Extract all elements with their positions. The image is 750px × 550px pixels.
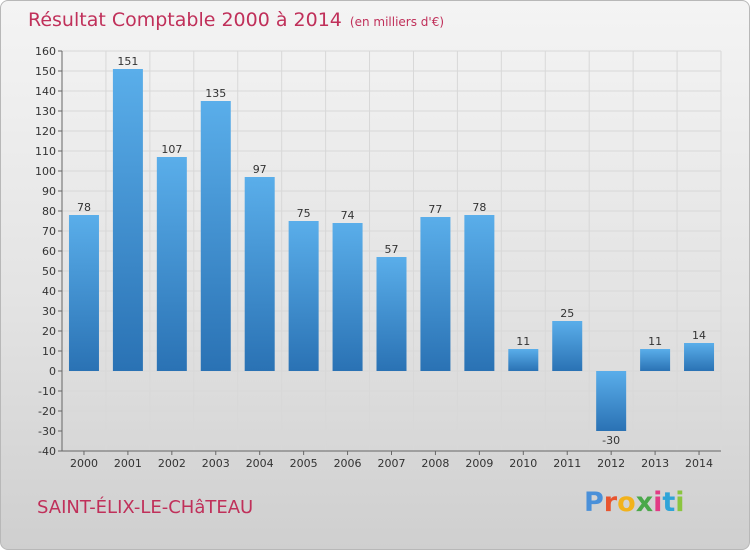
axes: -40 -30 -20 -10 0 10 20 30 40 50 60 70 80 90 100 110 120… bbox=[35, 45, 721, 470]
y-tick-label: 120 bbox=[35, 125, 56, 138]
bar-2005[interactable] bbox=[288, 221, 319, 371]
x-tick-label: 2006 bbox=[334, 457, 362, 470]
x-tick-label: 2008 bbox=[421, 457, 449, 470]
bar-2014[interactable] bbox=[684, 343, 715, 371]
logo-letter: t bbox=[662, 487, 676, 518]
y-tick-label: 150 bbox=[35, 65, 56, 78]
value-label: 11 bbox=[516, 335, 530, 348]
y-tick-label: 80 bbox=[42, 205, 56, 218]
y-tick-label: 0 bbox=[49, 365, 56, 378]
chart-title: Résultat Comptable 2000 à 2014 (en millie… bbox=[28, 9, 444, 31]
y-tick-label: 100 bbox=[35, 165, 56, 178]
bar-2000[interactable] bbox=[68, 215, 99, 371]
bar-2001[interactable] bbox=[112, 69, 143, 371]
value-label: 11 bbox=[648, 335, 662, 348]
y-tick-label: 130 bbox=[35, 105, 56, 118]
value-label: 78 bbox=[472, 201, 486, 214]
x-tick-label: 2010 bbox=[509, 457, 537, 470]
y-tick-label: 30 bbox=[42, 305, 56, 318]
value-label: -30 bbox=[602, 434, 620, 447]
bar-2002[interactable] bbox=[156, 157, 187, 371]
y-tick-label: -40 bbox=[38, 445, 56, 458]
y-tick-label: 110 bbox=[35, 145, 56, 158]
y-tick-label: 160 bbox=[35, 45, 56, 58]
bar-2010[interactable] bbox=[508, 349, 539, 371]
bar-2003[interactable] bbox=[200, 101, 231, 371]
y-tick-label: 40 bbox=[42, 285, 56, 298]
bar-2004[interactable] bbox=[244, 177, 275, 371]
y-tick-label: -10 bbox=[38, 385, 56, 398]
bar-2011[interactable] bbox=[552, 321, 583, 371]
bar-2012[interactable] bbox=[596, 371, 627, 431]
logo-letter: o bbox=[617, 487, 636, 518]
y-tick-label: 50 bbox=[42, 265, 56, 278]
value-label: 14 bbox=[692, 329, 706, 342]
value-label: 135 bbox=[205, 87, 226, 100]
y-tick-label: -30 bbox=[38, 425, 56, 438]
title-text: Résultat Comptable 2000 à 2014 bbox=[28, 9, 342, 31]
x-tick-label: 2001 bbox=[114, 457, 142, 470]
y-tick-label: -20 bbox=[38, 405, 56, 418]
value-label: 97 bbox=[253, 163, 267, 176]
value-label: 107 bbox=[161, 143, 182, 156]
x-tick-label: 2011 bbox=[553, 457, 581, 470]
logo-letter: i bbox=[653, 487, 663, 518]
value-label: 75 bbox=[297, 207, 311, 220]
bar-2009[interactable] bbox=[464, 215, 495, 371]
logo-letter: P bbox=[584, 487, 604, 518]
y-tick-label: 90 bbox=[42, 185, 56, 198]
logo-letter: i bbox=[675, 487, 685, 518]
x-tick-label: 2004 bbox=[246, 457, 274, 470]
x-tick-label: 2007 bbox=[378, 457, 406, 470]
proxiti-logo[interactable]: Proxiti bbox=[584, 487, 685, 518]
x-tick-label: 2005 bbox=[290, 457, 318, 470]
value-label: 78 bbox=[77, 201, 91, 214]
bar-2006[interactable] bbox=[332, 223, 363, 371]
logo-letter: r bbox=[603, 487, 618, 518]
chart-subtitle: (en milliers d'€) bbox=[349, 15, 445, 29]
bars bbox=[68, 69, 715, 431]
value-label: 77 bbox=[428, 203, 442, 216]
x-tick-label: 2009 bbox=[465, 457, 493, 470]
y-tick-label: 20 bbox=[42, 325, 56, 338]
value-label: 25 bbox=[560, 307, 574, 320]
value-label: 74 bbox=[341, 209, 355, 222]
x-tick-label: 2000 bbox=[70, 457, 98, 470]
x-tick-label: 2003 bbox=[202, 457, 230, 470]
x-tick-label: 2014 bbox=[685, 457, 713, 470]
bar-2007[interactable] bbox=[376, 257, 407, 371]
x-tick-label: 2013 bbox=[641, 457, 669, 470]
y-tick-label: 140 bbox=[35, 85, 56, 98]
town-name: SAINT-ÉLIX-LE-CHâTEAU bbox=[37, 497, 254, 518]
bar-2008[interactable] bbox=[420, 217, 451, 371]
value-labels: 78 151 107 135 97 75 74 57 77 78 11 25 -30 11 14 bbox=[77, 55, 706, 447]
bar-2013[interactable] bbox=[640, 349, 671, 371]
x-tick-label: 2012 bbox=[597, 457, 625, 470]
y-tick-label: 10 bbox=[42, 345, 56, 358]
x-tick-label: 2002 bbox=[158, 457, 186, 470]
logo-letter: x bbox=[635, 487, 654, 518]
y-tick-label: 70 bbox=[42, 225, 56, 238]
value-label: 57 bbox=[385, 243, 399, 256]
value-label: 151 bbox=[117, 55, 138, 68]
y-tick-label: 60 bbox=[42, 245, 56, 258]
